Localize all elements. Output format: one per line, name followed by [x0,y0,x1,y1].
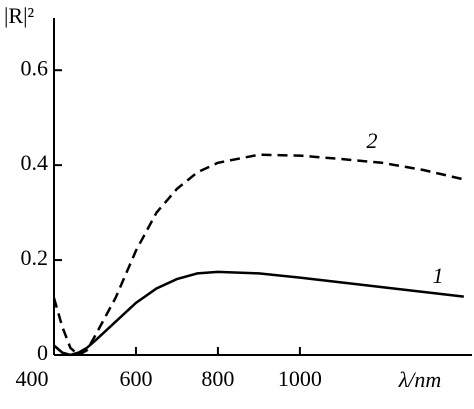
y-tick-label: 0.2 [21,245,49,270]
series-line [53,270,464,357]
curve-label: 2 [367,128,378,153]
y-axis-label: |R|² [4,3,34,28]
x-tick-label: 800 [201,366,234,391]
x-axis-label: λ/nm [398,367,442,392]
y-tick-label: 0 [37,340,48,365]
x-tick-label: 600 [119,366,152,391]
y-tick-label: 0.6 [21,55,49,80]
curve-label: 1 [433,263,444,288]
series-line [52,153,465,357]
x-tick-label: 1000 [278,366,322,391]
x-tick-label: 400 [16,366,49,391]
y-tick-label: 0.4 [21,150,49,175]
